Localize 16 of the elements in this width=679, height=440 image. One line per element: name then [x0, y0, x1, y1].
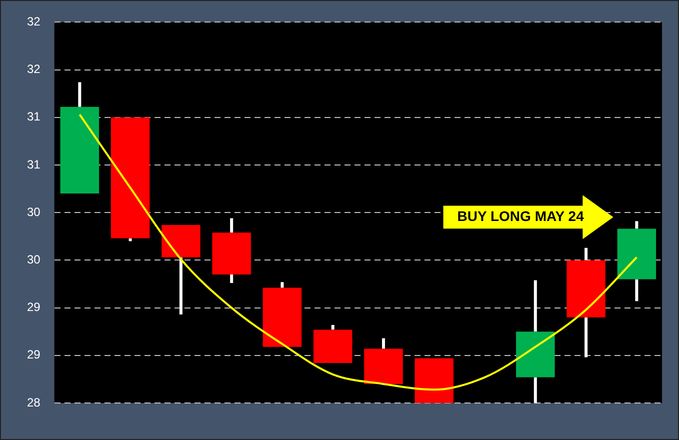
candlestick: [162, 224, 200, 314]
y-tick-label: 31: [26, 157, 41, 172]
annotation: BUY LONG MAY 24: [457, 208, 584, 224]
candlestick: [414, 358, 454, 403]
y-tick-label: 32: [26, 14, 41, 29]
y-tick-label: 31: [26, 110, 41, 124]
y-tick-label: 32: [26, 62, 41, 76]
y-tick-label: 28: [26, 395, 41, 410]
y-tick-label: 30: [26, 204, 41, 219]
candlestick: [262, 282, 302, 347]
candlestick: [313, 324, 352, 364]
candlestick: [60, 82, 100, 194]
y-tick-label: 29: [26, 300, 41, 314]
line-series: [78, 114, 638, 391]
y-tick-label: 30: [26, 252, 41, 267]
y-tick-label: 29: [26, 348, 41, 362]
